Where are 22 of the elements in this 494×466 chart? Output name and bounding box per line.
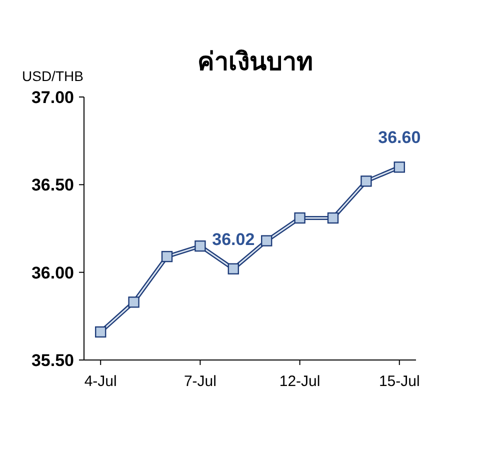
y-tick-label: 36.00 xyxy=(31,263,74,282)
x-tick-label: 4-Jul xyxy=(84,373,117,390)
y-tick-label: 35.50 xyxy=(31,351,74,370)
point xyxy=(128,296,140,308)
y-tick-label: 36.50 xyxy=(31,176,74,195)
y-tick-label: 37.00 xyxy=(31,88,74,107)
x-tick-label: 15-Jul xyxy=(378,373,420,390)
point xyxy=(194,240,206,252)
point xyxy=(228,263,239,274)
point xyxy=(327,212,339,224)
point xyxy=(360,176,372,187)
point xyxy=(95,326,106,338)
y-axis-title: USD/THB xyxy=(22,68,84,84)
x-tick-label: 7-Jul xyxy=(184,373,216,390)
point xyxy=(394,162,405,173)
point xyxy=(161,250,173,262)
data-label: 36.60 xyxy=(378,128,421,148)
x-tick-label: 12-Jul xyxy=(279,373,320,390)
data-label: 36.02 xyxy=(212,230,255,249)
point xyxy=(261,235,272,246)
chart-title: ค่าเงินบาท xyxy=(198,47,312,76)
point xyxy=(294,212,306,224)
